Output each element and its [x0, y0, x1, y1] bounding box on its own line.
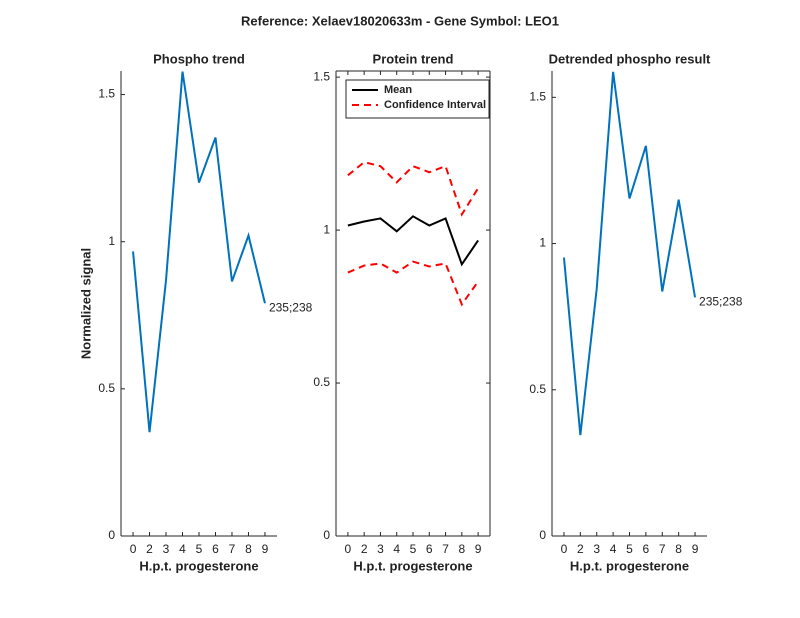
x-tick-label: 9 — [475, 542, 482, 556]
x-tick-label: 4 — [179, 542, 186, 556]
series-line — [347, 215, 479, 267]
figure-title: Reference: Xelaev18020633m - Gene Symbol… — [241, 13, 559, 28]
x-tick-label: 9 — [262, 542, 269, 556]
x-tick-label: 7 — [659, 542, 666, 556]
annotation: 235;238 — [699, 295, 743, 309]
y-tick-label: 1 — [108, 234, 115, 248]
x-tick-label: 2 — [361, 542, 368, 556]
series-line — [562, 71, 697, 436]
x-tick-label: 0 — [345, 542, 352, 556]
annotation: 235;238 — [269, 300, 313, 314]
x-tick-label: 3 — [377, 542, 384, 556]
x-tick-label: 6 — [426, 542, 433, 556]
x-tick-label: 7 — [442, 542, 449, 556]
x-tick-label: 3 — [163, 542, 170, 556]
x-tick-label: 5 — [196, 542, 203, 556]
x-axis-label: H.p.t. progesterone — [353, 558, 472, 573]
x-tick-label: 5 — [626, 542, 633, 556]
y-tick-label: 1 — [539, 236, 546, 250]
x-tick-label: 8 — [458, 542, 465, 556]
x-tick-label: 0 — [561, 542, 568, 556]
y-axis-label: Normalized signal — [78, 248, 93, 359]
x-tick-label: 5 — [410, 542, 417, 556]
y-tick-label: 0 — [539, 528, 546, 542]
x-axis-label: H.p.t. progesterone — [570, 558, 689, 573]
x-tick-label: 8 — [675, 542, 682, 556]
x-tick-label: 6 — [643, 542, 650, 556]
x-tick-label: 9 — [692, 542, 699, 556]
x-tick-label: 8 — [245, 542, 252, 556]
x-tick-label: 2 — [577, 542, 584, 556]
legend-label: Confidence Interval — [384, 99, 486, 111]
x-axis-label: H.p.t. progesterone — [139, 558, 258, 573]
x-tick-label: 0 — [130, 542, 137, 556]
series-line-lower — [347, 260, 479, 307]
y-tick-label: 1.5 — [313, 69, 330, 83]
y-tick-label: 1.5 — [98, 87, 115, 101]
axis-title: Phospho trend — [153, 51, 245, 66]
y-tick-label: 0 — [108, 528, 115, 542]
y-tick-label: 0.5 — [98, 381, 115, 395]
x-tick-label: 2 — [146, 542, 153, 556]
legend-label: Mean — [384, 84, 412, 96]
series-line — [132, 71, 266, 433]
legend-box — [345, 79, 490, 119]
y-tick-label: 1 — [323, 222, 330, 236]
y-tick-label: 0.5 — [529, 382, 546, 396]
axis-title: Protein trend — [373, 51, 454, 66]
y-tick-label: 1.5 — [529, 89, 546, 103]
y-tick-label: 0 — [323, 528, 330, 542]
x-tick-label: 4 — [610, 542, 617, 556]
x-tick-label: 4 — [393, 542, 400, 556]
x-tick-label: 6 — [212, 542, 219, 556]
x-tick-label: 7 — [229, 542, 236, 556]
y-tick-label: 0.5 — [313, 375, 330, 389]
x-tick-label: 3 — [593, 542, 600, 556]
axis-title: Detrended phospho result — [549, 51, 711, 66]
series-line — [347, 161, 479, 217]
